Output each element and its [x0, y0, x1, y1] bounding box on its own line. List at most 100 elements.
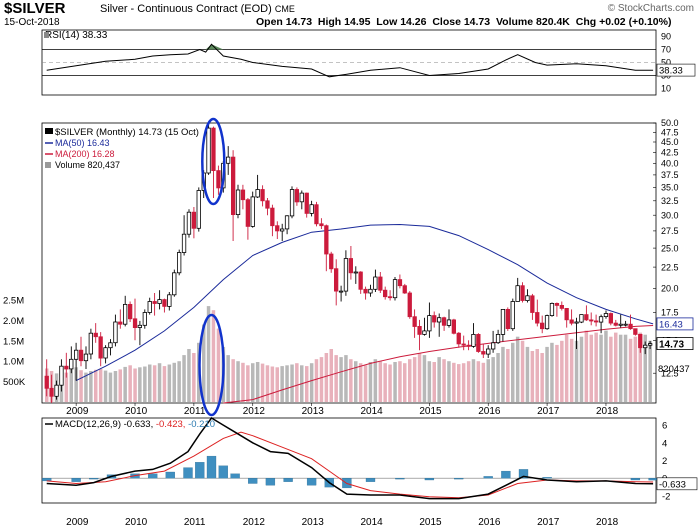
- chart-date: 15-Oct-2018: [4, 17, 60, 28]
- macd-histogram-bar: [395, 478, 405, 480]
- candle-body: [304, 192, 309, 214]
- candle-body: [93, 332, 98, 338]
- candle-body: [113, 321, 118, 344]
- volume-bar: [152, 365, 157, 402]
- volume-bar: [496, 353, 500, 402]
- macd-histogram-bar: [483, 476, 493, 479]
- macd-histogram-bar: [248, 478, 258, 484]
- price-tick-label: 12.5: [661, 368, 679, 378]
- price-frame: [41, 122, 657, 404]
- high-label: High: [317, 16, 342, 28]
- volume-bar: [584, 330, 589, 402]
- volume-bar: [265, 365, 270, 402]
- candle-body: [476, 333, 481, 352]
- macd-histogram-bar: [454, 478, 464, 480]
- candle-body: [235, 189, 241, 216]
- rsi-tick-label: 90: [661, 32, 671, 42]
- candle-body: [299, 192, 304, 203]
- volume-bar: [427, 361, 432, 402]
- candle-body: [83, 353, 89, 362]
- volume-bar: [383, 363, 387, 402]
- candle-body: [127, 303, 133, 320]
- candle-body: [618, 323, 623, 326]
- candle-body: [451, 319, 457, 334]
- candle-body: [324, 225, 329, 255]
- price-tick-label: 37.5: [661, 170, 679, 180]
- volume-bar: [89, 371, 93, 402]
- price-tick-label: 30.0: [661, 210, 679, 220]
- volume-bar: [167, 364, 172, 402]
- symbol-title: $SILVER: [4, 0, 66, 17]
- candle-body: [275, 225, 280, 232]
- candle-body: [549, 302, 555, 316]
- candle-body: [319, 223, 324, 227]
- candle-body: [186, 211, 192, 235]
- macd-last-box: [656, 477, 698, 491]
- volume-bar: [432, 362, 436, 402]
- volume-bar: [241, 362, 245, 402]
- macd-histogram-bar: [542, 477, 552, 479]
- volume-bar: [614, 332, 618, 402]
- volume-bar: [334, 355, 338, 402]
- candle-body: [373, 276, 378, 290]
- volume-bar: [368, 362, 373, 402]
- volume-bar: [290, 364, 294, 402]
- candle-body: [74, 349, 79, 360]
- volume-bar: [599, 334, 603, 402]
- volume-tick-label: 500K: [3, 377, 26, 388]
- candle-body: [486, 348, 491, 355]
- candle-body: [638, 333, 643, 349]
- ma50-last-box: [656, 317, 694, 331]
- macd-histogram-bar: [648, 478, 658, 481]
- volume-bar: [84, 372, 88, 402]
- volume-bar: [319, 357, 324, 402]
- candle-body: [525, 295, 530, 301]
- volume-bar: [398, 361, 402, 402]
- ma50-last-value: 16.43: [659, 319, 683, 330]
- volume-bar: [64, 372, 69, 402]
- macd-histogram-bar: [230, 473, 240, 479]
- volume-bar: [574, 340, 579, 402]
- volume-bar: [143, 366, 147, 402]
- candle-body: [456, 332, 461, 345]
- candle-body: [564, 307, 569, 321]
- x-tick-label-bottom: 2012: [243, 517, 266, 528]
- candle-body: [495, 333, 501, 344]
- macd-histogram-bar: [424, 478, 435, 481]
- volume-bar: [187, 349, 191, 402]
- volume-bar: [393, 362, 397, 402]
- volume-bar: [79, 370, 83, 402]
- volume-legend: Volume 820,437: [55, 160, 120, 170]
- volume-bar: [275, 367, 279, 402]
- candle-body: [520, 285, 525, 301]
- volume-bar: [628, 338, 633, 402]
- candle-body: [402, 285, 407, 294]
- volume-bar: [236, 361, 240, 402]
- volume-bar: [579, 336, 584, 402]
- candle-body: [589, 319, 594, 322]
- price-tick-label: 47.5: [661, 127, 679, 137]
- candle-body: [363, 288, 368, 294]
- candle-body: [172, 272, 177, 296]
- volume-bar: [285, 365, 289, 402]
- volume-bar: [530, 351, 535, 402]
- price-tick-label: 50.0: [661, 118, 679, 128]
- candle-body: [142, 312, 148, 326]
- ma50-legend: MA(50) 16.43: [55, 138, 110, 148]
- price-legend-swatch: [45, 128, 53, 134]
- volume-bar: [511, 342, 515, 402]
- volume-tick-label: 2.5M: [3, 296, 24, 307]
- candle-body: [245, 199, 251, 227]
- volume-tick-label: 2.0M: [3, 316, 24, 327]
- candle-body: [230, 156, 236, 216]
- volume-legend-swatch: [45, 162, 51, 168]
- volume-tick-label: 1.5M: [3, 336, 24, 347]
- volume-bar: [260, 363, 265, 402]
- volume-bar: [251, 363, 255, 402]
- macd-histogram-bar: [283, 478, 293, 482]
- volume-bar: [231, 359, 235, 402]
- macd-histogram-bar: [306, 478, 317, 486]
- candle-body: [427, 315, 432, 332]
- macd-histogram-bar: [265, 478, 276, 486]
- candle-body: [78, 349, 84, 362]
